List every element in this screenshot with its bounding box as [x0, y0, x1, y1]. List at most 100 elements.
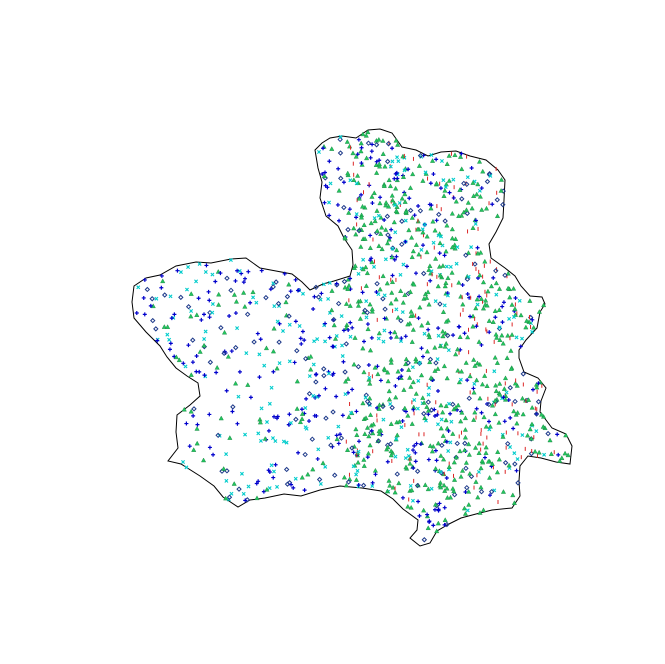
site-marker-triangle — [370, 430, 376, 436]
site-marker-triangle — [409, 215, 415, 220]
site-marker-plus — [299, 341, 304, 346]
site-marker-triangle — [294, 378, 300, 384]
site-marker-cross — [181, 460, 186, 464]
site-marker-plus — [142, 312, 147, 317]
site-marker-cross — [376, 213, 381, 218]
site-marker-triangle — [515, 410, 521, 415]
site-marker-triangle — [424, 404, 430, 409]
site-marker-triangle — [507, 294, 513, 300]
site-marker-triangle — [458, 368, 465, 374]
site-marker-triangle — [329, 307, 335, 313]
site-marker-plus — [296, 450, 301, 455]
site-marker-plus — [299, 407, 304, 412]
site-marker-plus — [465, 378, 470, 383]
site-marker-triangle — [360, 131, 366, 137]
site-marker-plus — [359, 161, 364, 166]
site-marker-triangle — [466, 488, 472, 494]
site-marker-triangle — [449, 244, 455, 250]
site-marker-diamond — [190, 337, 196, 343]
site-marker-triangle — [453, 454, 459, 460]
site-marker-plus — [235, 421, 240, 426]
site-marker-triangle — [457, 334, 463, 339]
site-marker-plus — [434, 218, 439, 223]
site-marker-cross — [429, 153, 434, 158]
site-marker-triangle — [345, 447, 351, 452]
site-marker-plus — [479, 410, 484, 415]
site-marker-triangle — [563, 432, 569, 438]
site-marker-triangle — [466, 502, 472, 507]
site-marker-triangle — [478, 465, 484, 471]
site-marker-plus — [330, 344, 335, 349]
site-marker-triangle — [557, 458, 563, 463]
site-marker-triangle — [444, 375, 450, 381]
site-marker-triangle — [388, 421, 394, 426]
site-marker-triangle — [434, 180, 440, 186]
site-marker-cross — [224, 478, 229, 483]
site-marker-plus — [302, 338, 307, 343]
site-marker-cross — [228, 258, 233, 263]
site-marker-triangle — [490, 319, 496, 324]
site-marker-plus — [366, 362, 371, 367]
site-marker-triangle — [476, 339, 482, 344]
site-marker-triangle — [529, 421, 535, 427]
site-marker-plus — [407, 196, 412, 201]
site-marker-cross — [469, 245, 474, 250]
site-marker-triangle — [386, 388, 392, 394]
site-marker-triangle — [438, 425, 444, 431]
site-marker-plus — [400, 495, 405, 500]
site-marker-plus — [286, 422, 291, 427]
site-marker-triangle — [461, 505, 468, 511]
site-marker-plus — [473, 218, 478, 223]
site-marker-diamond — [345, 479, 352, 485]
site-marker-triangle — [462, 427, 468, 432]
site-marker-cross — [311, 362, 316, 367]
site-marker-plus — [413, 450, 418, 455]
site-marker-triangle — [457, 448, 463, 454]
site-marker-cross — [372, 264, 377, 269]
site-marker-triangle — [536, 309, 542, 314]
site-marker-cross — [303, 425, 308, 430]
site-marker-triangle — [493, 331, 499, 337]
site-marker-plus — [207, 412, 212, 417]
site-marker-triangle — [562, 450, 568, 456]
site-marker-cross — [244, 351, 249, 356]
site-marker-triangle — [512, 306, 518, 311]
site-marker-triangle — [436, 264, 443, 269]
site-marker-cross — [446, 449, 451, 454]
site-marker-plus — [230, 409, 235, 414]
site-marker-diamond — [144, 286, 151, 293]
site-marker-triangle — [402, 292, 408, 297]
site-marker-cross — [183, 364, 188, 369]
site-marker-cross — [300, 291, 305, 296]
site-marker-diamond — [461, 180, 467, 187]
site-marker-triangle — [465, 250, 472, 255]
site-marker-triangle — [392, 489, 398, 495]
site-marker-triangle — [407, 375, 413, 380]
site-marker-triangle — [514, 420, 520, 426]
site-marker-triangle — [346, 210, 352, 215]
site-marker-plus — [416, 204, 421, 209]
site-marker-triangle — [264, 486, 270, 492]
site-marker-triangle — [470, 225, 476, 230]
site-marker-plus — [295, 288, 300, 293]
site-marker-plus — [394, 170, 399, 175]
region-boundary — [131, 128, 573, 547]
site-marker-triangle — [215, 269, 221, 274]
site-marker-cross — [441, 178, 446, 183]
site-marker-plus — [277, 321, 282, 326]
site-marker-triangle — [329, 288, 335, 293]
site-marker-cross — [402, 168, 407, 173]
site-marker-plus — [388, 330, 393, 335]
site-marker-triangle — [363, 415, 369, 420]
site-marker-diamond — [464, 276, 471, 282]
site-marker-triangle — [370, 421, 377, 427]
site-marker-triangle — [445, 275, 451, 281]
site-marker-cross — [348, 334, 353, 339]
site-marker-cross — [364, 299, 369, 304]
site-marker-plus — [487, 330, 492, 335]
site-marker-cross — [321, 282, 326, 287]
site-marker-diamond — [343, 341, 350, 347]
site-marker-plus — [337, 218, 342, 223]
site-marker-triangle — [424, 295, 430, 300]
